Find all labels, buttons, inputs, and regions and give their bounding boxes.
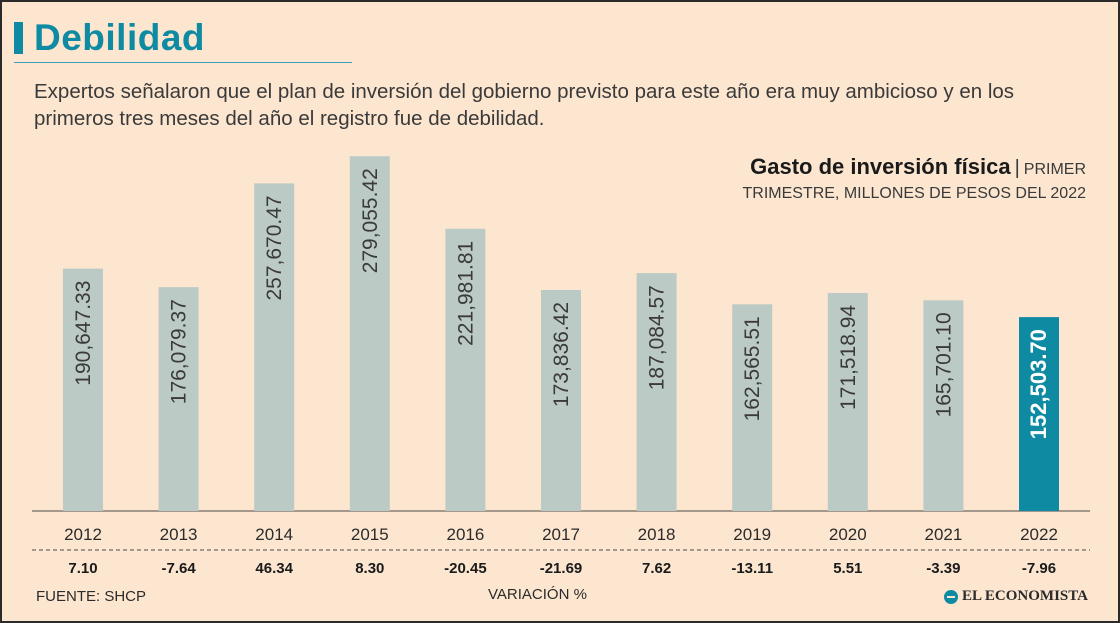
chart-subtitle-part2: TRIMESTRE, MILLONES DE PESOS DEL 2022 xyxy=(742,185,1086,202)
chart-subtitle-part1: PRIMER xyxy=(1023,161,1086,178)
variation-value-2021: -3.39 xyxy=(926,560,960,577)
category-label-2018: 2018 xyxy=(638,525,676,544)
variation-value-2018: 7.62 xyxy=(642,560,671,577)
page-title: Debilidad xyxy=(34,17,206,58)
variation-value-2017: -21.69 xyxy=(540,560,583,577)
category-label-2017: 2017 xyxy=(542,525,580,544)
category-label-2021: 2021 xyxy=(924,525,962,544)
bar-2012 xyxy=(63,268,103,511)
category-label-2015: 2015 xyxy=(351,525,389,544)
value-label-2020: 171,518.94 xyxy=(837,305,860,410)
source-note: FUENTE: SHCP xyxy=(36,588,147,605)
variation-value-2022: -7.96 xyxy=(1022,560,1056,577)
category-label-2012: 2012 xyxy=(64,525,102,544)
bar-2018 xyxy=(636,273,677,511)
title-accent-bar xyxy=(14,22,23,54)
bar-2019 xyxy=(732,304,773,511)
bar-2020 xyxy=(827,292,868,511)
variation-value-2016: -20.45 xyxy=(444,560,487,577)
value-label-2013: 176,079.37 xyxy=(168,299,191,404)
category-label-2013: 2013 xyxy=(160,525,198,544)
value-label-2012: 190,647.33 xyxy=(72,281,95,386)
variation-value-2012: 7.10 xyxy=(68,560,97,577)
value-label-2018: 187,084.57 xyxy=(646,285,669,390)
category-label-2020: 2020 xyxy=(829,525,867,544)
bar-2017 xyxy=(541,289,581,511)
publisher-logo: EL ECONOMISTA xyxy=(944,588,1088,605)
category-label-2022: 2022 xyxy=(1020,525,1058,544)
variation-value-2020: 5.51 xyxy=(833,560,862,577)
variation-value-2013: -7.64 xyxy=(161,560,196,577)
title-separator: | xyxy=(1014,157,1020,179)
chart-title: Gasto de inversión física | PRIMER TRIMEST… xyxy=(566,155,1086,206)
value-label-2014: 257,670.47 xyxy=(263,195,286,300)
variation-label: VARIACIÓN % xyxy=(488,586,587,603)
bar-2022 xyxy=(1019,317,1059,511)
intro-text: Expertos señalaron que el plan de invers… xyxy=(34,80,1015,130)
logo-text: EL ECONOMISTA xyxy=(962,588,1088,604)
bar-2014 xyxy=(254,183,295,512)
value-label-2017: 173,836.42 xyxy=(550,302,573,407)
value-label-2022: 152,503.70 xyxy=(1026,329,1051,439)
variation-value-2019: -13.11 xyxy=(731,560,773,577)
category-label-2019: 2019 xyxy=(733,525,771,544)
bar-2015 xyxy=(349,156,390,511)
value-label-2019: 162,565.51 xyxy=(741,316,764,421)
bar-2016 xyxy=(445,228,486,511)
variation-value-2014: 46.34 xyxy=(255,560,293,577)
bar-2013 xyxy=(158,287,199,511)
value-label-2015: 279,055.42 xyxy=(359,168,382,273)
variation-value-2015: 8.30 xyxy=(355,560,384,577)
value-label-2016: 221,981.81 xyxy=(454,241,477,346)
logo-mark-icon xyxy=(944,589,958,604)
title-rule xyxy=(14,62,352,63)
category-label-2014: 2014 xyxy=(255,525,293,544)
value-label-2021: 165,701.10 xyxy=(932,312,955,417)
category-label-2016: 2016 xyxy=(446,525,484,544)
bar-2021 xyxy=(923,300,964,511)
chart-title-main: Gasto de inversión física xyxy=(750,154,1011,179)
